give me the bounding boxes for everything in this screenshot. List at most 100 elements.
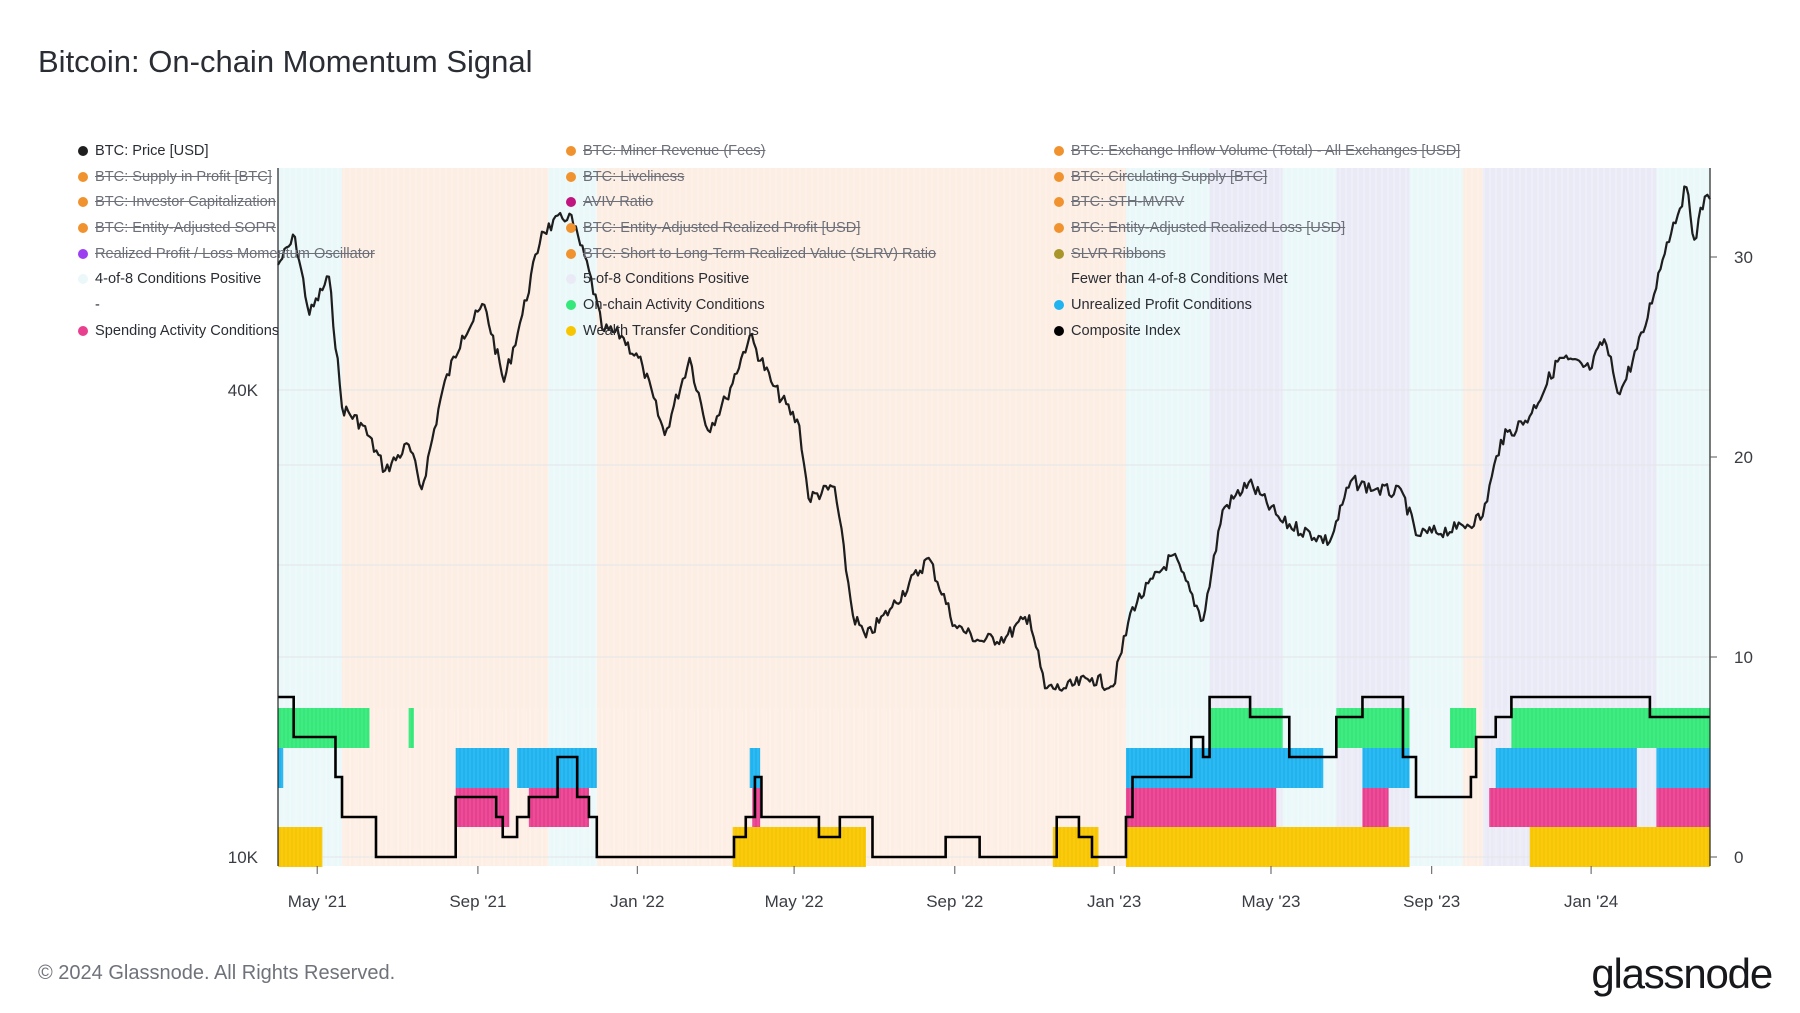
legend-dot-icon: [566, 299, 576, 310]
legend-dot-icon: [1054, 248, 1064, 259]
x-tick-label: Sep '21: [449, 892, 506, 911]
legend-item-btc-investor-capitalization[interactable]: BTC: Investor Capitalization: [78, 189, 566, 215]
legend-label: Spending Activity Conditions: [95, 322, 280, 339]
legend-dot-icon: [1054, 274, 1064, 285]
chart-title: Bitcoin: On-chain Momentum Signal: [38, 44, 533, 79]
legend-label: BTC: Entity-Adjusted SOPR: [95, 219, 276, 236]
region-4-of-8-conditions-positive: [278, 168, 343, 866]
x-tick-label: Jan '24: [1564, 892, 1618, 911]
legend-item-spending-activity-conditions[interactable]: Spending Activity Conditions: [78, 318, 566, 344]
legend-dot-icon: [1054, 299, 1064, 310]
legend-item-btc-short-to-long-term-realized-value-slrv-ratio[interactable]: BTC: Short to Long-Term Realized Value (…: [566, 241, 1054, 267]
legend-item-btc-entity-adjusted-realized-profit-usd[interactable]: BTC: Entity-Adjusted Realized Profit [US…: [566, 215, 1054, 241]
legend-item-btc-entity-adjusted-sopr[interactable]: BTC: Entity-Adjusted SOPR: [78, 215, 566, 241]
legend-item-blank[interactable]: -: [78, 292, 566, 318]
legend-label: Fewer than 4-of-8 Conditions Met: [1071, 271, 1288, 288]
legend-item-on-chain-activity-conditions[interactable]: On-chain Activity Conditions: [566, 292, 1054, 318]
legend-label: 5-of-8 Conditions Positive: [583, 271, 750, 288]
band-segment: [1489, 788, 1637, 827]
band-segment: [1529, 827, 1710, 867]
legend-dot-icon: [1054, 171, 1064, 182]
y-left-tick-label: 10K: [228, 848, 259, 867]
band-segment: [455, 788, 510, 827]
band-segment: [1656, 788, 1710, 827]
legend-dot-icon: [566, 248, 576, 259]
region-fewer-than-4-of-8-conditions-met: [596, 168, 1126, 866]
band-segment: [278, 708, 370, 748]
legend-item-4-of-8-conditions-positive[interactable]: 4-of-8 Conditions Positive: [78, 266, 566, 292]
band-segment: [732, 827, 866, 867]
legend-item-wealth-transfer-conditions[interactable]: Wealth Transfer Conditions: [566, 318, 1054, 344]
legend-item-btc-supply-in-profit-btc[interactable]: BTC: Supply in Profit [BTC]: [78, 164, 566, 190]
legend-label: BTC: STH-MVRV: [1071, 194, 1185, 211]
legend-dot-icon: [1054, 325, 1064, 336]
legend-item-btc-entity-adjusted-realized-loss-usd[interactable]: BTC: Entity-Adjusted Realized Loss [USD]: [1054, 215, 1544, 241]
band-segment: [1209, 708, 1283, 748]
band-segment: [1449, 708, 1477, 748]
legend-dot-icon: [566, 222, 576, 233]
legend-label: Realized Profit / Loss Momentum Oscillat…: [95, 245, 375, 262]
legend-label: BTC: Circulating Supply [BTC]: [1071, 168, 1268, 185]
legend-label: On-chain Activity Conditions: [583, 296, 765, 313]
band-segment: [528, 788, 589, 827]
band-segment: [1656, 748, 1710, 788]
x-tick-label: Jan '22: [610, 892, 664, 911]
legend-label: BTC: Short to Long-Term Realized Value (…: [583, 245, 937, 262]
copyright-text: © 2024 Glassnode. All Rights Reserved.: [38, 962, 396, 984]
legend-item-btc-sth-mvrv[interactable]: BTC: STH-MVRV: [1054, 189, 1544, 215]
legend-dot-icon: [78, 274, 88, 285]
legend-item-btc-circulating-supply-btc[interactable]: BTC: Circulating Supply [BTC]: [1054, 164, 1544, 190]
legend-item-unrealized-profit-conditions[interactable]: Unrealized Profit Conditions: [1054, 292, 1544, 318]
band-segment: [408, 708, 414, 748]
legend-label: SLVR Ribbons: [1071, 245, 1166, 262]
legend-item-aviv-ratio[interactable]: AVIV Ratio: [566, 189, 1054, 215]
composite-index-line: [278, 695, 1710, 859]
legend-label: BTC: Investor Capitalization: [95, 194, 276, 211]
band-wealth-transfer-conditions: [278, 827, 1710, 867]
legend-dot-icon: [1054, 197, 1064, 208]
region-fewer-than-4-of-8-conditions-met: [342, 168, 549, 866]
y-right-tick-label: 0: [1734, 848, 1743, 867]
btc-price-line: [277, 185, 1711, 692]
y-right-tick-label: 10: [1734, 648, 1753, 667]
band-segment: [1125, 788, 1277, 827]
legend-item-slvr-ribbons[interactable]: SLVR Ribbons: [1054, 241, 1544, 267]
glassnode-logo[interactable]: glassnode: [1591, 950, 1773, 997]
band-texture: [277, 708, 1707, 867]
legend-label: Unrealized Profit Conditions: [1071, 296, 1252, 313]
band-on-chain-activity-conditions: [278, 708, 1710, 748]
legend-dot-icon: [566, 145, 576, 156]
legend-item-btc-exchange-inflow-volume-total-all-exchanges-usd[interactable]: BTC: Exchange Inflow Volume (Total) - Al…: [1054, 138, 1544, 164]
legend-label: BTC: Exchange Inflow Volume (Total) - Al…: [1071, 142, 1461, 159]
legend-dot-icon: [566, 197, 576, 208]
legend-label: BTC: Price [USD]: [95, 142, 209, 159]
legend-label: BTC: Entity-Adjusted Realized Loss [USD]: [1071, 219, 1346, 236]
legend-item-fewer-than-4-of-8-conditions-met[interactable]: Fewer than 4-of-8 Conditions Met: [1054, 266, 1544, 292]
legend-item-realized-profit-loss-momentum-oscillator[interactable]: Realized Profit / Loss Momentum Oscillat…: [78, 241, 566, 267]
legend-dot-icon: [78, 145, 88, 156]
legend-item-btc-liveliness[interactable]: BTC: Liveliness: [566, 164, 1054, 190]
y-right-tick-label: 20: [1734, 448, 1753, 467]
legend-dot-icon: [566, 325, 576, 336]
legend-label: AVIV Ratio: [583, 194, 654, 211]
legend-label: BTC: Liveliness: [583, 168, 685, 185]
legend-item-composite-index[interactable]: Composite Index: [1054, 318, 1544, 344]
legend-dot-icon: [78, 325, 88, 336]
x-tick-label: Sep '22: [926, 892, 983, 911]
legend-item-btc-miner-revenue-fees[interactable]: BTC: Miner Revenue (Fees): [566, 138, 1054, 164]
legend-item-btc-price-usd[interactable]: BTC: Price [USD]: [78, 138, 566, 164]
x-tick-label: May '23: [1241, 892, 1300, 911]
legend-item-5-of-8-conditions-positive[interactable]: 5-of-8 Conditions Positive: [566, 266, 1054, 292]
x-tick-label: Jan '23: [1087, 892, 1141, 911]
band-segment: [749, 748, 761, 788]
legend-dot-icon: [78, 171, 88, 182]
legend-label: 4-of-8 Conditions Positive: [95, 271, 262, 288]
band-segment: [1362, 788, 1389, 827]
x-tick-label: May '22: [765, 892, 824, 911]
legend-dot-icon: [1054, 222, 1064, 233]
legend-dot-icon: [78, 222, 88, 233]
legend-dot-icon: [566, 274, 576, 285]
band-segment: [1336, 708, 1410, 748]
band-spending-activity-conditions: [455, 788, 1710, 827]
